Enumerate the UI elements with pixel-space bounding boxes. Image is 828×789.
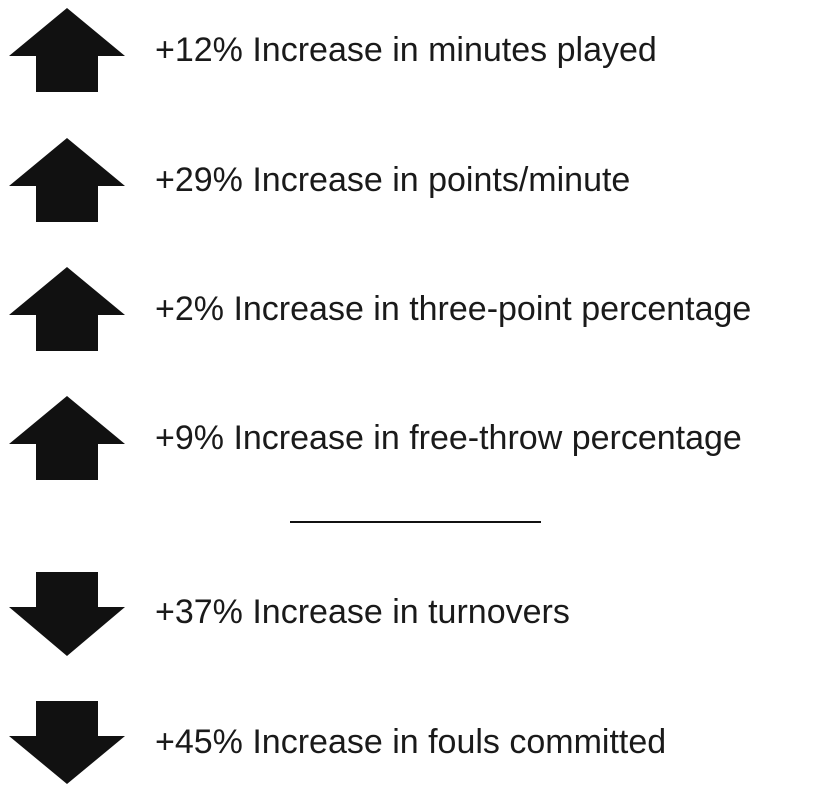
item-text: +12% Increase in minutes played bbox=[155, 31, 657, 69]
up-arrow bbox=[9, 267, 125, 351]
up-arrow bbox=[9, 138, 125, 222]
down-arrow bbox=[9, 701, 125, 784]
item-text: +37% Increase in turnovers bbox=[155, 593, 570, 631]
up-arrow bbox=[9, 396, 125, 480]
item-text: +29% Increase in points/minute bbox=[155, 161, 630, 199]
item-text: +2% Increase in three-point percentage bbox=[155, 290, 751, 328]
down-arrow bbox=[9, 572, 125, 656]
item-text: +45% Increase in fouls committed bbox=[155, 723, 666, 761]
item-text: +9% Increase in free-throw percentage bbox=[155, 419, 742, 457]
up-arrow bbox=[9, 8, 125, 92]
